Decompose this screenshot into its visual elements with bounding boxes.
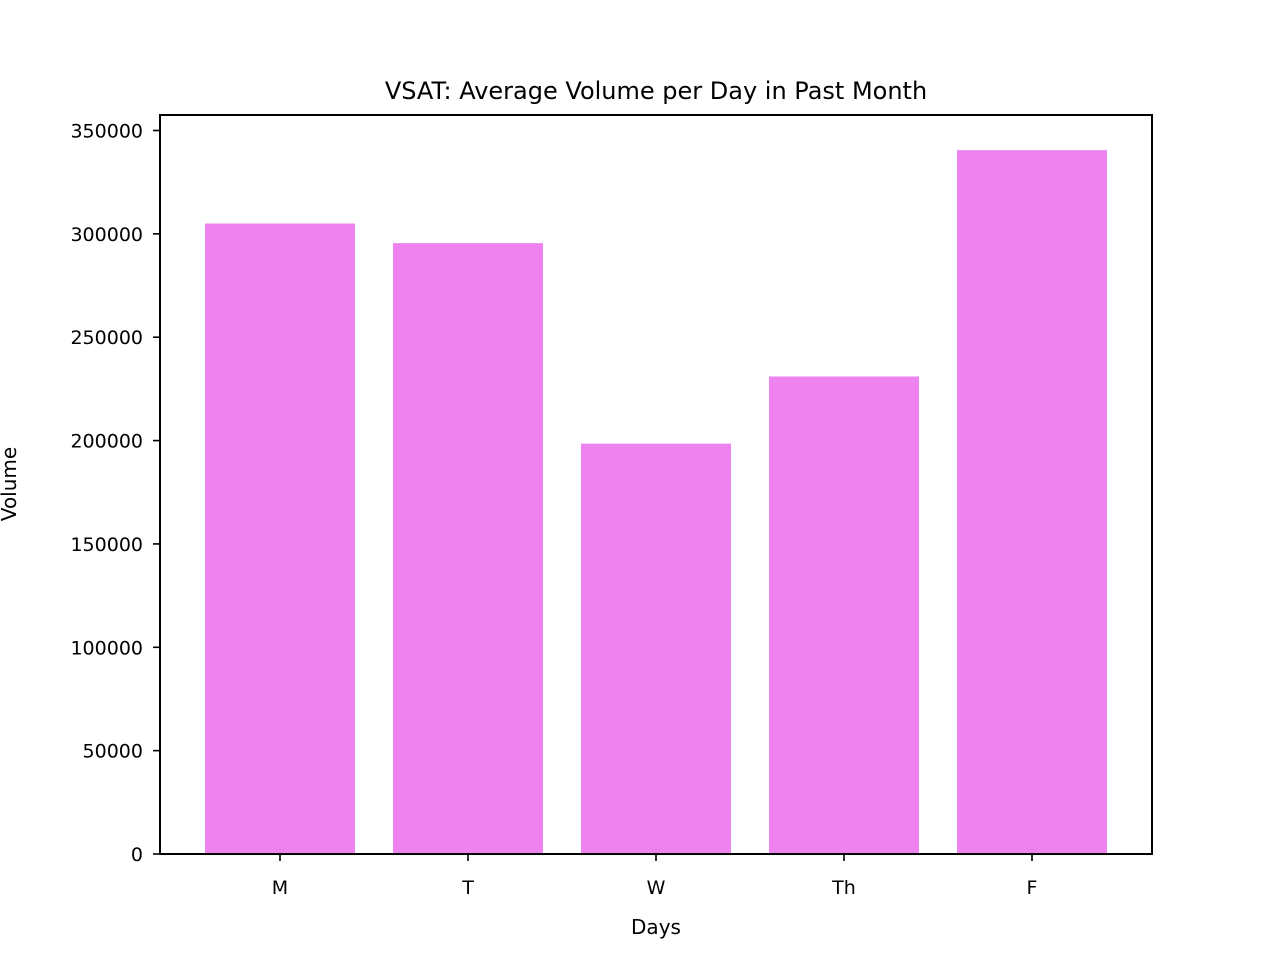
x-tick-label: T [461,877,474,899]
x-tick-label: Th [831,877,856,899]
bar-f [957,150,1107,855]
bar-t [393,243,543,854]
y-tick-label: 300000 [70,224,143,246]
plot-frame [159,114,1153,855]
y-tick-label: 200000 [70,431,143,453]
x-axis: M T W Th F [272,854,1038,899]
bar-w [581,443,731,854]
bar-m [205,223,355,854]
y-tick-label: 250000 [70,327,143,349]
bars-group [205,150,1107,855]
y-tick-label: 0 [131,844,143,866]
bar-th [769,376,919,854]
x-tick-label: F [1027,877,1038,899]
y-tick-label: 150000 [70,534,143,556]
y-axis: 0 50000 100000 150000 200000 250000 300000 3500… [70,121,160,866]
x-tick-label: W [647,877,666,899]
y-tick-label: 100000 [70,637,143,659]
x-tick-label: M [272,877,288,899]
y-tick-label: 50000 [83,741,143,763]
y-axis-label: Volume [0,447,21,521]
x-axis-label: Days [631,915,681,939]
y-tick-label: 350000 [70,121,143,143]
chart-title: VSAT: Average Volume per Day in Past Mon… [385,77,927,105]
